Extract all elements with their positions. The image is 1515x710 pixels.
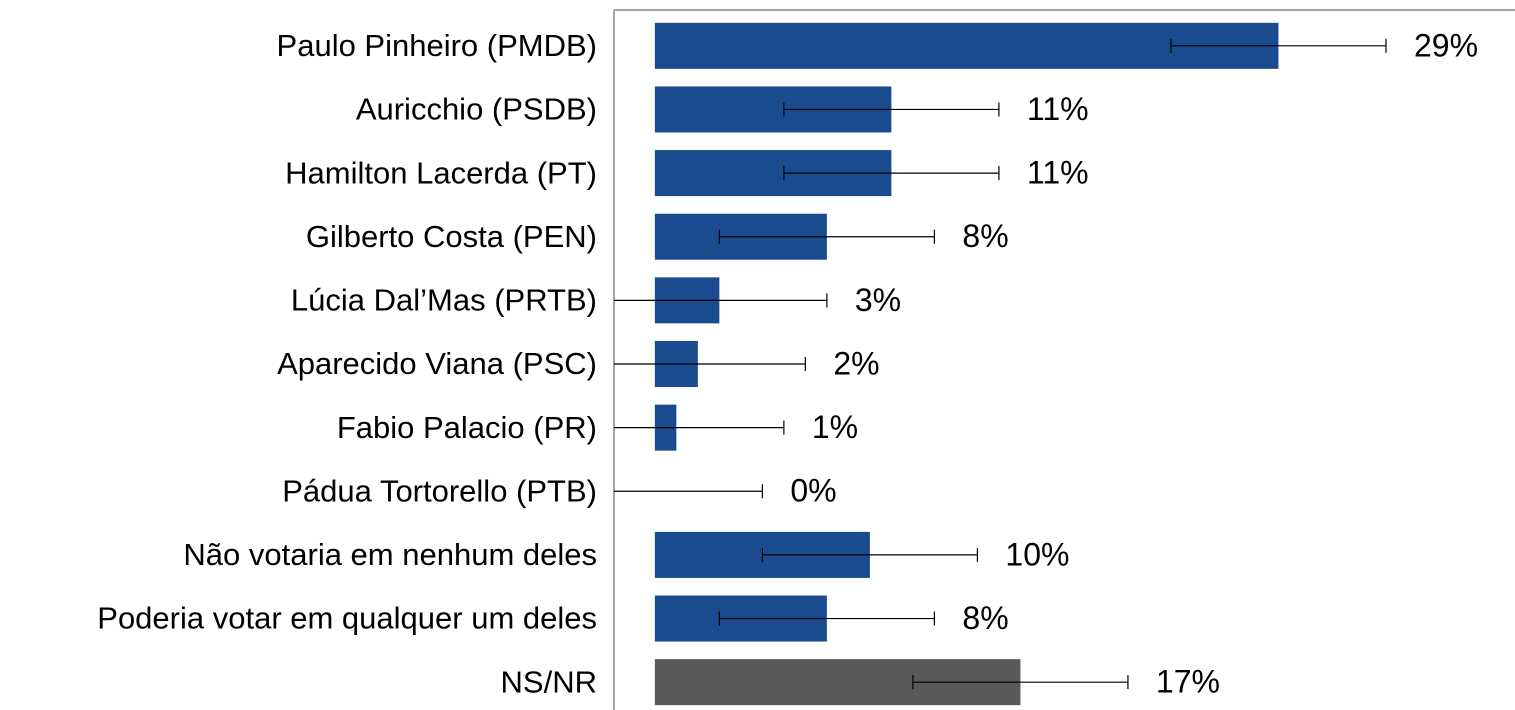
value-label: 11% [1027,91,1089,127]
error-bar [1170,38,1387,53]
error-bar [783,102,1000,117]
category-label: Auricchio (PSDB) [356,92,597,127]
category-label: Hamilton Lacerda (PT) [285,155,597,190]
category-label: Paulo Pinheiro (PMDB) [277,28,597,63]
error-bar [718,229,936,244]
error-bar [761,547,979,562]
error-bar [614,293,828,308]
value-label: 11% [1027,155,1089,191]
value-label: 10% [1005,536,1069,572]
value-label: 29% [1414,27,1478,63]
error-bar [783,166,1000,181]
error-bar [912,675,1129,690]
value-label: 1% [812,409,858,445]
value-label: 8% [962,600,1008,636]
category-label: Não votaria em nenhum deles [183,537,597,572]
value-label: 3% [855,282,901,318]
error-bar [614,484,763,499]
value-label: 8% [962,218,1008,254]
value-label: 17% [1156,664,1220,700]
category-label: Poderia votar em qualquer um deles [97,601,597,636]
category-label: Lúcia Dal’Mas (PRTB) [291,283,597,318]
value-label: 2% [833,345,879,381]
category-label: NS/NR [501,664,597,699]
error-bar [614,420,785,435]
category-label: Fabio Palacio (PR) [337,410,597,445]
category-label: Pádua Tortorello (PTB) [282,473,597,508]
error-bar [614,357,806,371]
error-bar [718,611,936,626]
value-label: 0% [790,473,836,509]
category-label: Gilberto Costa (PEN) [306,219,597,254]
category-label: Aparecido Viana (PSC) [277,346,597,381]
